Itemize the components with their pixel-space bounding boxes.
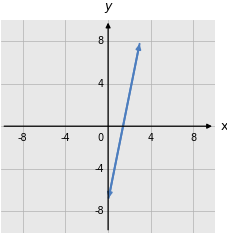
Text: -4: -4 bbox=[60, 133, 70, 143]
Text: 8: 8 bbox=[190, 133, 196, 143]
Text: 0: 0 bbox=[97, 133, 103, 143]
Text: -4: -4 bbox=[94, 164, 103, 174]
Text: 4: 4 bbox=[147, 133, 153, 143]
Text: 8: 8 bbox=[97, 36, 103, 46]
Text: x: x bbox=[219, 120, 227, 133]
Text: y: y bbox=[104, 0, 111, 13]
Text: -8: -8 bbox=[94, 206, 103, 216]
Text: 4: 4 bbox=[97, 79, 103, 89]
Text: -8: -8 bbox=[18, 133, 27, 143]
